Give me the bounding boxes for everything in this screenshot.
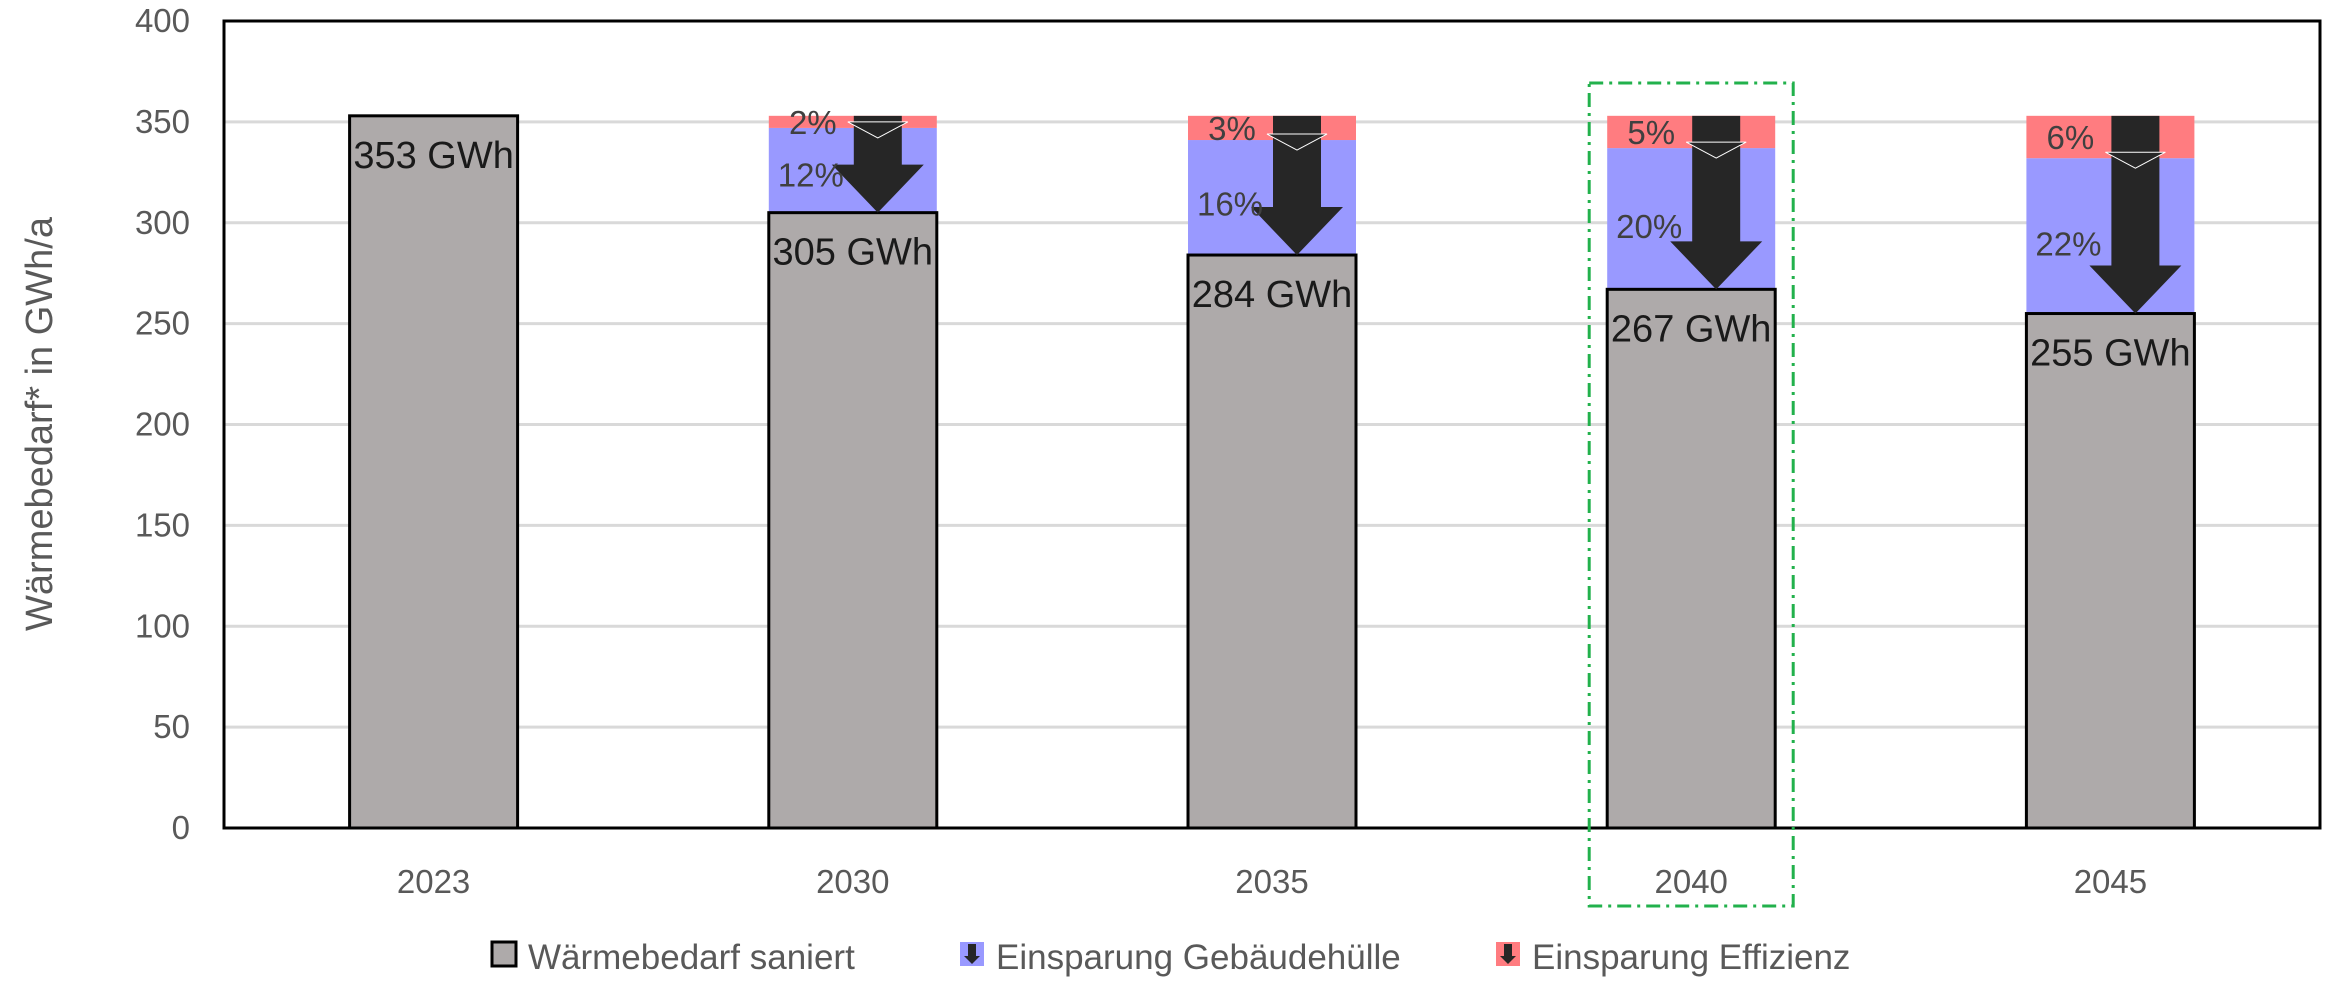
savings-arrows	[831, 115, 2182, 314]
bar-segment-waermebedarf-saniert	[1605, 287, 1777, 830]
huelle-percent-label: 20%	[1616, 208, 1682, 245]
x-tick-label: 2030	[816, 863, 889, 900]
savings-arrow	[1670, 115, 1763, 290]
y-tick-label: 200	[135, 406, 190, 443]
legend-arrow-icon	[964, 944, 980, 964]
y-tick-label: 100	[135, 607, 190, 644]
x-tick-label: 2045	[2074, 863, 2147, 900]
plot-area-frame	[222, 19, 2322, 830]
bar-segment-einsparung-gebaeudehuelle	[2026, 158, 2195, 314]
legend: Wärmebedarf saniert Einsparung Gebäudehül…	[490, 938, 1850, 977]
effizienz-percent-label: 5%	[1627, 114, 1675, 151]
y-axis-title: Wärmebedarf* in GWh/a	[19, 216, 61, 631]
y-tick-label: 150	[135, 506, 190, 543]
legend-label: Einsparung Effizienz	[1532, 938, 1850, 977]
savings-arrow	[2089, 115, 2182, 314]
huelle-percent-label: 22%	[2035, 226, 2101, 263]
savings-arrow	[831, 115, 924, 213]
data-labels: 353 GWh 305 GWh 12% 2% 284 GWh 16% 3% 267 GWh 20…	[353, 104, 2190, 375]
x-tick-label: 2040	[1654, 863, 1727, 900]
y-axis-ticks: 0 50 100 150 200 250 300 350 400	[135, 2, 190, 846]
efficiency-arrow-head	[847, 121, 909, 139]
effizienz-percent-label: 3%	[1208, 110, 1256, 147]
effizienz-percent-label: 6%	[2047, 119, 2095, 156]
effizienz-percent-label: 2%	[789, 104, 837, 141]
bar-value-label: 284 GWh	[1192, 274, 1353, 316]
bar-segment-einsparung-effizienz	[2026, 115, 2195, 159]
efficiency-arrow-head	[2105, 151, 2166, 169]
bar-segment-waermebedarf-saniert	[767, 211, 939, 830]
legend-arrow-icon	[1500, 944, 1516, 964]
bar-value-label: 267 GWh	[1611, 308, 1772, 350]
savings-arrow	[1251, 115, 1343, 256]
bar-segment-einsparung-gebaeudehuelle	[1607, 148, 1776, 290]
bar-segment-einsparung-gebaeudehuelle	[1188, 140, 1356, 256]
efficiency-arrow-head	[1266, 133, 1328, 151]
legend-label: Wärmebedarf saniert	[528, 938, 855, 977]
legend-swatch	[490, 940, 518, 968]
x-axis-ticks: 2023 2030 2035 2040 2045	[397, 863, 2147, 900]
legend-label: Einsparung Gebäudehülle	[996, 938, 1401, 977]
y-tick-label: 400	[135, 2, 190, 39]
bar-segment-waermebedarf-saniert	[2024, 312, 2196, 830]
bar-segment-waermebedarf-saniert	[1186, 253, 1358, 830]
bar-segment-waermebedarf-saniert	[348, 114, 520, 830]
x-tick-label: 2023	[397, 863, 470, 900]
y-tick-label: 250	[135, 305, 190, 342]
y-tick-label: 0	[172, 809, 190, 846]
y-tick-label: 350	[135, 103, 190, 140]
huelle-percent-label: 12%	[778, 157, 844, 194]
huelle-percent-label: 16%	[1197, 185, 1263, 222]
efficiency-arrow-head	[1685, 141, 1747, 159]
y-tick-label: 300	[135, 204, 190, 241]
bar-value-label: 305 GWh	[773, 232, 934, 274]
highlight-box-2040	[1587, 81, 1795, 908]
y-tick-label: 50	[153, 708, 190, 745]
bar-value-label: 353 GWh	[353, 135, 514, 177]
x-tick-label: 2035	[1235, 863, 1308, 900]
bar-value-label: 255 GWh	[2030, 333, 2191, 375]
